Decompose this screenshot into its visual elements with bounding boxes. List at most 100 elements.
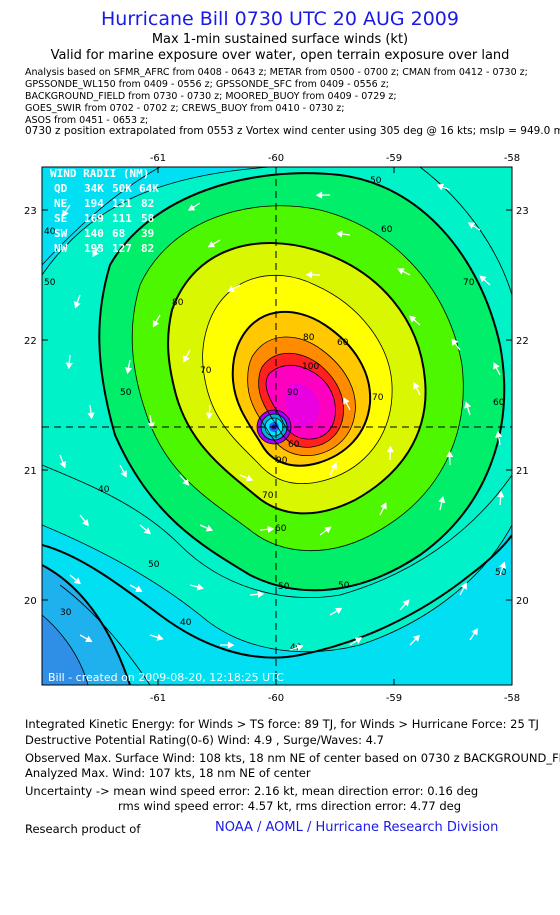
contour-label: 80 [303, 333, 315, 343]
contour-label: 50 [148, 560, 160, 570]
map-subtitle: Max 1-min sustained surface winds (kt) [151, 32, 409, 47]
lon-tick-label: -61 [150, 153, 166, 164]
wind-vector-head [62, 209, 69, 218]
wind-radii-header: 34K [84, 182, 104, 195]
contour-label: 70 [463, 278, 475, 288]
map-title: Hurricane Bill 0730 UTC 20 AUG 2009 [100, 8, 459, 30]
contour-label: 40 [44, 227, 56, 237]
wind-field: 50 60 80 70 60 50 70 90 100 90 80 70 60 … [42, 167, 512, 685]
observed-max-text: Observed Max. Surface Wind: 108 kts, 18 … [25, 751, 560, 765]
lat-tick-label: 22 [516, 336, 529, 347]
contour-label: 60 [288, 440, 300, 450]
wind-radii-cell: 140 [84, 227, 104, 240]
wind-core [285, 383, 320, 428]
wind-vector-head [493, 362, 500, 370]
lat-tick-label: 22 [24, 336, 37, 347]
noaa-org-link[interactable]: NOAA / AOML / Hurricane Research Divisio… [215, 820, 499, 835]
wind-vector-head [73, 577, 81, 585]
wind-radii-cell: 82 [141, 197, 154, 210]
dpr-text: Destructive Potential Rating(0-6) Wind: … [25, 733, 384, 747]
lat-tick-label: 20 [24, 596, 37, 607]
research-label: Research product of [25, 822, 141, 836]
lon-tick-label: -59 [386, 693, 402, 704]
wind-radii-cell: SE [54, 212, 67, 225]
wind-vector-head [257, 590, 265, 598]
wind-vector-head [196, 583, 204, 591]
wind-vector-head [125, 367, 133, 375]
wind-vector-head [402, 599, 410, 607]
wind-vector-head [183, 355, 190, 363]
wind-vector-head [120, 470, 127, 478]
contour-label: 70 [200, 366, 212, 376]
wind-radii-cell: 131 [112, 197, 132, 210]
wind-radii-cell: SW [54, 227, 68, 240]
contour-label: 60 [381, 225, 393, 235]
wind-vector-head [156, 633, 164, 641]
axis-ticks [42, 167, 512, 685]
wind-vector-head [73, 301, 81, 309]
wind-vector-head [82, 518, 89, 527]
wind-radii-cell: 39 [141, 227, 154, 240]
lon-tick-label: -58 [504, 153, 520, 164]
wind-radii-cell: NE [54, 197, 67, 210]
wind-vector-head [412, 634, 421, 642]
axis-labels: -61 -60 -59 -58 -61 -60 -59 -58 23 22 21… [24, 153, 529, 704]
wind-radii-cell: 111 [112, 212, 132, 225]
wind-vector-head [147, 422, 155, 430]
source-line: GPSSONDE_WL150 from 0409 - 0556 z; GPSSO… [25, 79, 389, 90]
wind-vector-head [92, 249, 99, 258]
contour-label: 70 [372, 393, 384, 403]
center-crosshair [42, 167, 512, 685]
wind-vector-head [499, 561, 507, 569]
wind-vector-head [409, 315, 417, 323]
uncertainty-rms-text: rms wind speed error: 4.57 kt, rms direc… [118, 799, 462, 813]
contour-label: 50 [338, 581, 350, 591]
uncertainty-mean-text: Uncertainty -> mean wind speed error: 2.… [25, 784, 479, 798]
wind-vector-head [451, 338, 459, 346]
wind-radii-header: QD [54, 182, 68, 195]
map-frame [41, 166, 513, 686]
wind-vector-head [227, 641, 235, 649]
wind-radii-cell: NW [54, 242, 68, 255]
wind-vector-head [207, 240, 216, 248]
wind-vector-head [460, 582, 467, 590]
wind-vector-head [143, 527, 151, 535]
wind-vector-head [354, 637, 363, 644]
wind-vector-head [305, 271, 313, 279]
wind-band-10 [42, 615, 88, 685]
contour-labels: 50 60 80 70 60 50 70 90 100 90 80 70 60 … [44, 176, 507, 653]
source-line: GOES_SWIR from 0702 - 0702 z; CREWS_BUOY… [25, 103, 345, 114]
wind-vector-head [446, 450, 454, 458]
wind-vectors [59, 183, 507, 652]
wind-radii-cell: 82 [141, 242, 154, 255]
lon-tick-label: -61 [150, 693, 166, 704]
source-line: ASOS from 0451 - 0653 z; [25, 115, 149, 126]
wind-vector-head [135, 585, 143, 592]
lat-tick-label: 21 [516, 466, 529, 477]
lat-tick-label: 21 [24, 466, 37, 477]
wind-vector-head [205, 524, 214, 532]
wind-radii-title: WIND RADII (NM) [50, 167, 149, 180]
wind-vector-head [324, 526, 332, 534]
creation-note: Bill - created on 2009-08-20, 12:18:25 U… [48, 671, 284, 684]
wind-vector-head [227, 285, 235, 292]
wind-vector-head [205, 412, 213, 420]
contour-label: 50 [120, 388, 132, 398]
source-line: Analysis based on SFMR_AFRC from 0408 - … [25, 67, 528, 78]
contour-label: 60 [493, 398, 505, 408]
contour-label: 40 [98, 485, 110, 495]
wind-vector-head [59, 460, 67, 469]
source-line: BACKGROUND_FIELD from 0730 - 0730 z; MOO… [25, 91, 397, 102]
wind-vector-head [479, 275, 487, 283]
wind-vector-head [343, 397, 350, 405]
contour-label: 60 [337, 338, 349, 348]
wind-vector-head [497, 490, 505, 498]
lon-tick-label: -60 [268, 693, 284, 704]
contour-label: 80 [172, 298, 184, 308]
wind-vector-head [436, 183, 445, 191]
wind-radii-cell: 194 [84, 197, 104, 210]
wind-vector-head [296, 644, 304, 652]
wind-radii-cell: 68 [112, 227, 125, 240]
wind-vector-head [267, 525, 275, 533]
lon-tick-label: -58 [504, 693, 520, 704]
